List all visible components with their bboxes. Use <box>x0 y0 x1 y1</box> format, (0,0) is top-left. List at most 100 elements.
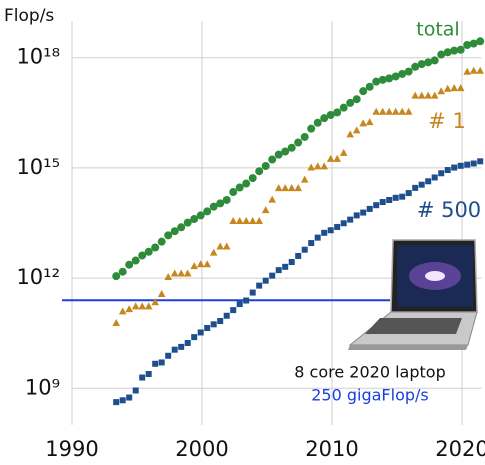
point <box>177 269 185 277</box>
point <box>216 242 224 250</box>
point <box>295 252 302 259</box>
point <box>300 175 309 183</box>
point <box>197 329 204 336</box>
point <box>216 199 225 208</box>
point <box>118 267 127 276</box>
point <box>125 260 134 269</box>
point <box>405 190 412 197</box>
point <box>334 223 341 230</box>
point <box>385 107 393 115</box>
point <box>209 248 218 256</box>
point <box>255 167 264 176</box>
point <box>294 138 303 147</box>
point <box>424 58 433 67</box>
point <box>430 91 439 99</box>
point <box>451 164 458 171</box>
point <box>321 229 328 236</box>
point <box>183 218 192 227</box>
marks <box>62 37 485 406</box>
point <box>320 114 329 123</box>
point <box>248 216 257 224</box>
point <box>424 91 432 99</box>
point <box>112 272 121 281</box>
point <box>249 289 256 296</box>
point <box>171 346 178 353</box>
point <box>464 161 471 168</box>
y-tick-label: 10¹⁵ <box>16 155 60 179</box>
point <box>275 267 282 274</box>
point <box>476 37 485 46</box>
point <box>437 50 446 59</box>
point <box>444 167 451 174</box>
point <box>196 211 205 220</box>
point <box>392 194 399 201</box>
point <box>274 150 283 159</box>
point <box>144 247 153 256</box>
point <box>196 260 205 268</box>
point <box>157 237 166 246</box>
point <box>352 95 361 104</box>
point <box>157 290 166 298</box>
series-label: total <box>416 19 459 41</box>
point <box>470 160 477 167</box>
point <box>282 263 289 270</box>
point <box>164 231 173 240</box>
point <box>113 399 120 406</box>
point <box>203 207 212 216</box>
point <box>118 307 127 315</box>
point <box>144 302 153 310</box>
point <box>469 39 478 48</box>
point <box>152 360 159 367</box>
point <box>352 126 361 134</box>
x-tick-label: 1990 <box>45 437 98 461</box>
point <box>274 184 283 192</box>
point <box>229 216 237 224</box>
point <box>307 124 316 133</box>
x-tick-label: 2010 <box>305 437 358 461</box>
point <box>287 184 296 192</box>
point <box>450 46 459 55</box>
point <box>301 246 308 253</box>
point <box>463 67 471 75</box>
point <box>359 87 368 96</box>
point <box>190 262 198 270</box>
point <box>417 91 426 99</box>
point <box>391 72 400 81</box>
point <box>151 243 160 252</box>
point <box>307 163 315 171</box>
point <box>183 269 192 277</box>
point <box>398 107 406 115</box>
annotation: 250 gigaFlop/s <box>311 386 429 405</box>
point <box>203 260 211 268</box>
point <box>378 107 387 115</box>
point <box>269 272 276 279</box>
point <box>399 193 406 200</box>
x-tick-label: 2020 <box>435 437 485 461</box>
point <box>438 170 445 177</box>
point <box>443 84 452 92</box>
point <box>443 48 452 57</box>
point <box>417 60 426 69</box>
laptop-icon <box>348 239 478 350</box>
point <box>412 184 419 191</box>
point <box>333 108 342 117</box>
point <box>131 256 140 265</box>
series-label: # 500 <box>417 198 481 222</box>
point <box>165 352 172 359</box>
point <box>222 242 231 250</box>
x-tick-label: 2000 <box>175 437 228 461</box>
point <box>294 184 302 192</box>
point <box>425 178 432 185</box>
point <box>288 259 295 266</box>
point <box>456 45 465 54</box>
point <box>456 84 465 92</box>
point <box>177 223 186 232</box>
point <box>372 107 380 115</box>
y-tick-label: 10¹⁸ <box>16 45 60 69</box>
point <box>287 143 296 152</box>
point <box>411 91 419 99</box>
point <box>326 110 335 119</box>
point <box>119 397 126 404</box>
point <box>430 56 439 65</box>
